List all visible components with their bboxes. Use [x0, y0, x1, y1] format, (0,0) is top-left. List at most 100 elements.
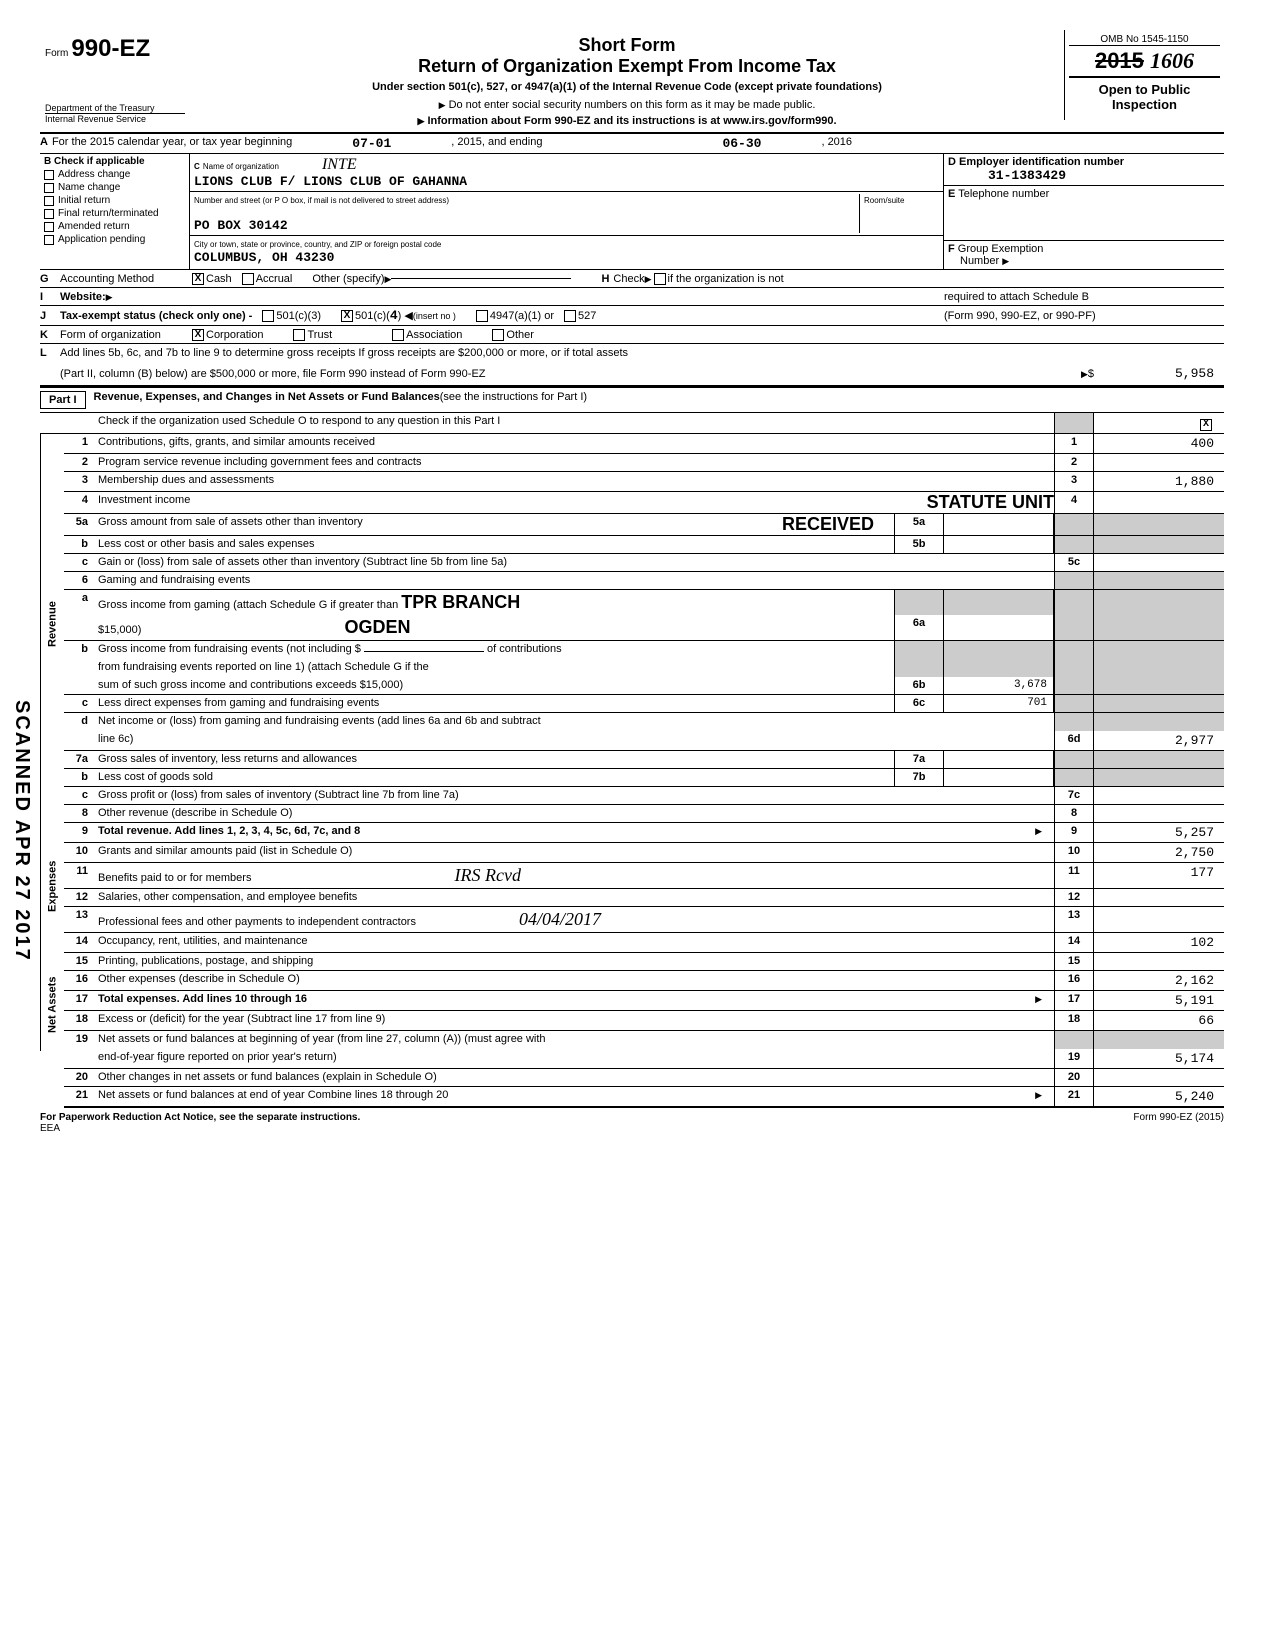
- l6b-desc: Gross income from fundraising events (no…: [98, 643, 361, 655]
- ein: 31-1383429: [988, 168, 1066, 183]
- hand-date: 04/04/2017: [519, 909, 601, 929]
- cb-other[interactable]: [492, 329, 504, 341]
- l20-box: 20: [1054, 1069, 1094, 1086]
- part1-check: Check if the organization used Schedule …: [40, 413, 1224, 434]
- l6d-desc: Net income or (loss) from gaming and fun…: [94, 713, 1054, 731]
- under-section: Under section 501(c), 527, or 4947(a)(1)…: [200, 81, 1054, 93]
- l16-desc: Other expenses (describe in Schedule O): [94, 971, 1054, 990]
- cash-label: Cash: [206, 273, 232, 285]
- l1-desc: Contributions, gifts, grants, and simila…: [94, 434, 1054, 453]
- open-text: Open to Public: [1073, 82, 1216, 97]
- ssn-text: Do not enter social security numbers on …: [449, 99, 816, 111]
- short-form: Short Form: [200, 35, 1054, 56]
- netassets-side: Net Assets: [40, 959, 64, 1051]
- insert-no: (insert no ): [413, 311, 456, 321]
- l8-box: 8: [1054, 805, 1094, 822]
- h-text: if the organization is not: [668, 273, 784, 285]
- cb-schedule-o[interactable]: X: [1200, 419, 1212, 431]
- l20-desc: Other changes in net assets or fund bala…: [94, 1069, 1054, 1086]
- letter-c: C: [194, 162, 200, 171]
- footer-left: For Paperwork Reduction Act Notice, see …: [40, 1112, 360, 1123]
- cb-label-3: Final return/terminated: [58, 208, 159, 219]
- c-addr-label: Number and street (or P O box, if mail i…: [194, 196, 449, 205]
- e-label: Telephone number: [958, 188, 1049, 200]
- cb-cash[interactable]: X: [192, 273, 204, 285]
- l6b-val: 3,678: [944, 677, 1054, 694]
- l15-box: 15: [1054, 953, 1094, 970]
- cb-4947[interactable]: [476, 310, 488, 322]
- l17-val: 5,191: [1094, 991, 1224, 1010]
- 4947: 4947(a)(1) or: [490, 310, 554, 322]
- cb-name[interactable]: [44, 183, 54, 193]
- cb-501c[interactable]: X: [341, 310, 353, 322]
- letter-a: A: [40, 136, 48, 151]
- i-label: Website:: [60, 291, 106, 303]
- info-notice: Information about Form 990-EZ and its in…: [200, 115, 1054, 127]
- cb-527[interactable]: [564, 310, 576, 322]
- l14-val: 102: [1094, 933, 1224, 952]
- l6c-val: 701: [944, 695, 1054, 712]
- l6c-desc: Less direct expenses from gaming and fun…: [94, 695, 894, 712]
- cb-assoc[interactable]: [392, 329, 404, 341]
- ssn-notice: Do not enter social security numbers on …: [200, 99, 1054, 111]
- l10-desc: Grants and similar amounts paid (list in…: [94, 843, 1054, 862]
- line-g: G Accounting Method X Cash Accrual Other…: [40, 270, 1224, 288]
- l5c-desc: Gain or (loss) from sale of assets other…: [94, 554, 1054, 571]
- l-label: Add lines 5b, 6c, and 7b to line 9 to de…: [60, 347, 628, 359]
- 501c-num: 4: [390, 308, 398, 323]
- l-letter: L: [40, 347, 60, 359]
- b-header: Check if applicable: [54, 156, 145, 167]
- g-letter: G: [40, 273, 60, 285]
- cb-pending[interactable]: [44, 235, 54, 245]
- l6-desc: Gaming and fundraising events: [94, 572, 1054, 589]
- org-name: LIONS CLUB F/ LIONS CLUB OF GAHANNA: [194, 174, 467, 189]
- cb-corp[interactable]: X: [192, 329, 204, 341]
- footer-right: Form 990-EZ (2015): [1133, 1112, 1224, 1134]
- l6a-desc: Gross income from gaming (attach Schedul…: [98, 599, 398, 611]
- 501c: 501(c)(: [355, 310, 390, 322]
- l19-val: 5,174: [1094, 1049, 1224, 1068]
- hand-irs: IRS Rcvd: [455, 865, 521, 885]
- l5c-val: [1094, 554, 1224, 571]
- d-label: Employer identification number: [959, 156, 1124, 168]
- info-text: Information about Form 990-EZ and its in…: [427, 115, 836, 127]
- l12-box: 12: [1054, 889, 1094, 906]
- form-number-box: Form 990-EZ Department of the Treasury I…: [40, 30, 190, 129]
- l6b-desc3: from fundraising events reported on line…: [94, 659, 894, 677]
- f-label: Group Exemption: [958, 243, 1044, 255]
- cb-initial[interactable]: [44, 196, 54, 206]
- a-mid: , 2015, and ending: [451, 136, 542, 151]
- cb-trust[interactable]: [293, 329, 305, 341]
- line-j: J Tax-exempt status (check only one) - 5…: [40, 306, 1224, 326]
- trust: Trust: [307, 329, 332, 341]
- cb-address[interactable]: [44, 170, 54, 180]
- l7b-box: 7b: [894, 769, 944, 786]
- a-label: For the 2015 calendar year, or tax year …: [52, 136, 292, 151]
- l6d-desc2: line 6c): [94, 731, 1054, 750]
- cb-final[interactable]: [44, 209, 54, 219]
- cb-label-1: Name change: [58, 182, 120, 193]
- org-po: PO BOX 30142: [194, 218, 288, 233]
- g-label: Accounting Method: [60, 273, 190, 285]
- org-city: COLUMBUS, OH 43230: [194, 250, 334, 265]
- part1-title: Revenue, Expenses, and Changes in Net As…: [94, 391, 440, 409]
- footer: For Paperwork Reduction Act Notice, see …: [40, 1108, 1224, 1138]
- l21-desc: Net assets or fund balances at end of ye…: [98, 1089, 448, 1101]
- cb-accrual[interactable]: [242, 273, 254, 285]
- l12-desc: Salaries, other compensation, and employ…: [94, 889, 1054, 906]
- cb-h[interactable]: [654, 273, 666, 285]
- cb-501c3[interactable]: [262, 310, 274, 322]
- l8-desc: Other revenue (describe in Schedule O): [94, 805, 1054, 822]
- table-container: Revenue Expenses Net Assets 1Contributio…: [40, 434, 1224, 1108]
- year-hand: 1606: [1150, 48, 1194, 73]
- l5b-box: 5b: [894, 536, 944, 553]
- section-b: B Check if applicable Address change Nam…: [40, 154, 190, 269]
- form-prefix: Form: [45, 48, 68, 59]
- l9-desc: Total revenue. Add lines 1, 2, 3, 4, 5c,…: [98, 825, 360, 837]
- c-city-label: City or town, state or province, country…: [194, 240, 441, 249]
- l6b-desc4: sum of such gross income and contributio…: [94, 677, 894, 694]
- l13-desc: Professional fees and other payments to …: [98, 916, 416, 928]
- cb-amended[interactable]: [44, 222, 54, 232]
- revenue-side: Revenue: [40, 434, 64, 814]
- part1-label: Part I: [40, 391, 86, 409]
